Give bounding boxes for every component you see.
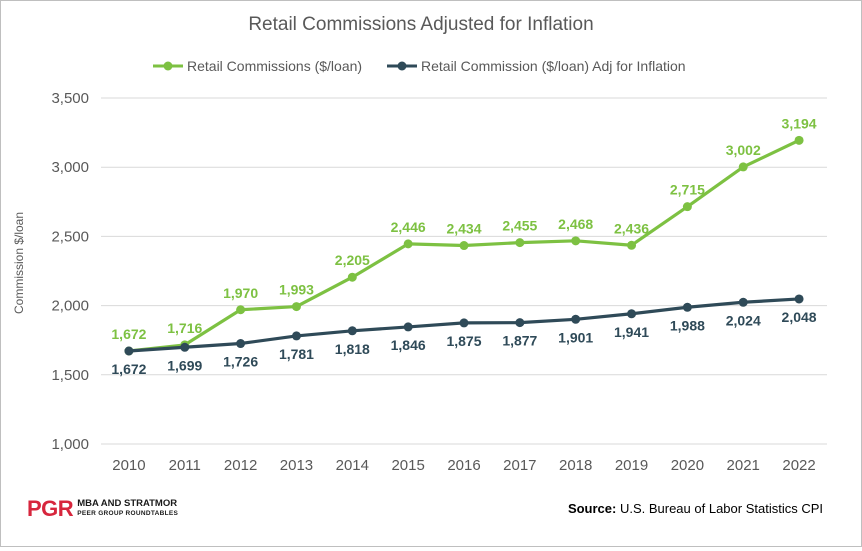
y-tick-label: 1,000 [51,436,89,453]
data-label: 2,024 [726,312,761,328]
data-label: 1,901 [558,329,593,345]
legend-label: Retail Commissions ($/loan) [187,58,362,74]
data-label: 1,846 [391,337,426,353]
data-point [291,302,301,312]
chart-title: Retail Commissions Adjusted for Inflatio… [248,14,593,35]
data-label: 1,672 [111,361,146,377]
data-labels: 1,672 1,699 1,726 1,781 1,818 1,846 1,875 1,877… [111,309,816,377]
legend: Retail Commissions ($/loan) Retail Commis… [153,58,686,74]
data-point [627,240,637,250]
data-label: 2,446 [391,219,426,235]
x-tick-label: 2010 [112,457,145,474]
x-tick-label: 2017 [503,457,536,474]
data-point [571,236,581,246]
gridlines [101,97,827,445]
legend-swatch-marker [397,61,407,71]
data-point [236,339,246,349]
y-tick-label: 1,500 [51,367,89,384]
source-note: Source: U.S. Bureau of Labor Statistics … [568,501,823,516]
data-point [347,326,357,336]
series-group [124,135,804,356]
logo-line-1: MBA AND STRATMOR [77,498,178,509]
x-tick-label: 2021 [727,457,760,474]
data-point [571,314,581,324]
data-point [515,238,525,248]
data-point [738,297,748,307]
data-labels: 1,672 1,716 1,970 1,993 2,205 2,446 2,434 2,455… [111,115,816,342]
data-point [459,318,469,328]
data-label: 1,699 [167,357,202,373]
data-label: 2,455 [502,218,537,234]
data-label: 1,941 [614,324,649,340]
data-label: 1,781 [279,346,314,362]
data-point [682,202,692,212]
data-label: 2,436 [614,220,649,236]
data-point [627,309,637,319]
data-label: 1,988 [670,317,705,333]
data-label: 1,818 [335,341,370,357]
y-tick-label: 3,000 [51,159,89,176]
pgr-logo: PGR MBA AND STRATMOR PEER GROUP ROUNDTAB… [27,496,178,522]
data-point [794,135,804,145]
data-point [794,294,804,304]
x-tick-label: 2019 [615,457,648,474]
source-label: Source: [567,501,617,516]
data-point [291,331,301,341]
x-tick-label: 2012 [224,457,257,474]
data-label: 1,875 [446,333,481,349]
x-tick-label: 2022 [782,457,815,474]
x-tick-label: 2013 [280,457,313,474]
series-group [124,294,804,356]
x-tick-label: 2014 [336,457,369,474]
series-layer: 1,672 1,716 1,970 1,993 2,205 2,446 2,434 2,455… [111,115,816,377]
data-point [459,241,469,251]
x-axis-ticks: 2010 2011 2012 2013 2014 2015 2016 2017 2018 2019… [112,457,816,474]
x-tick-label: 2015 [391,457,424,474]
data-label: 1,716 [167,320,202,336]
data-label: 2,048 [782,309,817,325]
data-label: 3,002 [726,142,761,158]
data-point [738,162,748,172]
data-label: 2,434 [446,221,481,237]
data-label: 1,672 [111,326,146,342]
data-label: 1,877 [502,333,537,349]
x-tick-label: 2018 [559,457,592,474]
y-axis-label: Commission $/loan [12,212,26,314]
legend-label: Retail Commission ($/loan) Adj for Infla… [421,58,686,74]
data-point [180,342,190,352]
y-axis-ticks: 1,000 1,500 2,000 2,500 3,000 3,500 [51,90,89,453]
logo-text: MBA AND STRATMOR PEER GROUP ROUNDTABLES [77,499,178,519]
data-label: 2,205 [335,252,370,268]
data-label: 2,715 [670,182,705,198]
y-tick-label: 3,500 [51,90,89,107]
data-point [682,302,692,312]
data-point [347,272,357,282]
source-text: U.S. Bureau of Labor Statistics CPI [616,501,823,516]
legend-swatch-marker [163,61,173,71]
x-tick-label: 2020 [671,457,704,474]
data-point [236,305,246,315]
x-tick-label: 2016 [447,457,480,474]
legend-item: Retail Commissions ($/loan) [153,58,362,74]
data-label: 3,194 [782,115,817,131]
legend-item: Retail Commission ($/loan) Adj for Infla… [387,58,686,74]
data-label: 1,726 [223,354,258,370]
logo-mark: PGR [27,496,74,521]
data-point [515,318,525,328]
data-point [403,322,413,332]
x-tick-label: 2011 [169,457,201,474]
y-tick-label: 2,500 [51,228,89,245]
data-point [124,346,134,356]
data-label: 1,970 [223,285,258,301]
data-label: 2,468 [558,216,593,232]
y-tick-label: 2,000 [51,298,89,315]
data-label: 1,993 [279,282,314,298]
logo-line-2: PEER GROUP ROUNDTABLES [77,510,179,517]
data-point [403,239,413,249]
